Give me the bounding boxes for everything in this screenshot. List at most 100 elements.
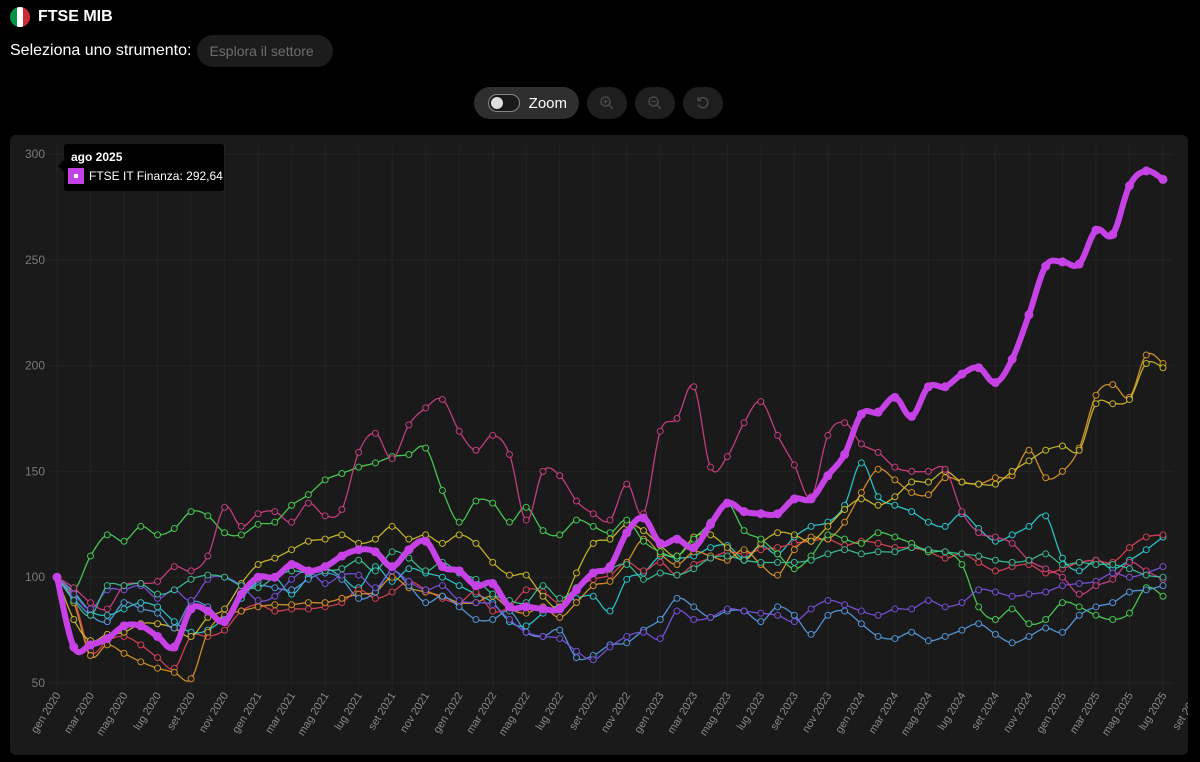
data-point[interactable] (538, 604, 548, 614)
data-point[interactable] (1058, 628, 1066, 636)
data-point[interactable] (388, 588, 396, 596)
data-point[interactable] (908, 544, 916, 552)
data-point[interactable] (991, 556, 999, 564)
data-point[interactable] (271, 508, 279, 516)
data-point[interactable] (103, 611, 111, 619)
data-point[interactable] (740, 556, 748, 564)
data-point[interactable] (87, 599, 95, 607)
data-point[interactable] (857, 539, 865, 547)
data-point[interactable] (707, 613, 715, 621)
data-point[interactable] (589, 539, 597, 547)
data-point[interactable] (790, 565, 798, 573)
data-point[interactable] (1142, 359, 1150, 367)
data-point[interactable] (589, 582, 597, 590)
data-point[interactable] (807, 522, 815, 530)
data-point[interactable] (690, 603, 698, 611)
data-point[interactable] (1008, 558, 1016, 566)
data-point[interactable] (304, 575, 312, 583)
data-point[interactable] (571, 585, 581, 595)
data-point[interactable] (1159, 531, 1167, 539)
data-point[interactable] (623, 561, 631, 569)
data-point[interactable] (170, 525, 178, 533)
data-point[interactable] (605, 562, 615, 572)
data-point[interactable] (556, 472, 564, 480)
data-point[interactable] (1159, 563, 1167, 571)
data-point[interactable] (975, 529, 983, 537)
data-point[interactable] (355, 463, 363, 471)
series-highlighted[interactable] (52, 166, 1168, 656)
data-point[interactable] (70, 584, 78, 592)
data-point[interactable] (707, 544, 715, 552)
data-point[interactable] (672, 534, 682, 544)
data-point[interactable] (287, 560, 297, 570)
data-point[interactable] (623, 516, 631, 524)
data-point[interactable] (70, 590, 78, 598)
data-point[interactable] (824, 531, 832, 539)
data-point[interactable] (221, 503, 229, 511)
data-point[interactable] (1025, 632, 1033, 640)
data-point[interactable] (87, 605, 95, 613)
data-point[interactable] (740, 527, 748, 535)
data-point[interactable] (974, 363, 984, 373)
data-point[interactable] (288, 601, 296, 609)
data-point[interactable] (606, 516, 614, 524)
data-point[interactable] (304, 605, 312, 613)
data-point[interactable] (908, 508, 916, 516)
data-point[interactable] (958, 599, 966, 607)
data-point[interactable] (908, 628, 916, 636)
data-point[interactable] (186, 604, 196, 614)
data-point[interactable] (874, 448, 882, 456)
data-point[interactable] (1025, 590, 1033, 598)
data-point[interactable] (1058, 573, 1066, 581)
data-point[interactable] (1125, 395, 1133, 403)
data-point[interactable] (154, 603, 162, 611)
data-point[interactable] (606, 571, 614, 579)
data-point[interactable] (874, 501, 882, 509)
data-point[interactable] (471, 581, 481, 591)
data-point[interactable] (237, 522, 245, 530)
data-point[interactable] (254, 596, 262, 604)
data-point[interactable] (757, 546, 765, 554)
data-point[interactable] (170, 586, 178, 594)
series-line[interactable] (53, 359, 1167, 645)
data-point[interactable] (119, 621, 129, 631)
data-point[interactable] (690, 565, 698, 573)
data-point[interactable] (388, 522, 396, 530)
data-point[interactable] (790, 558, 798, 566)
data-point[interactable] (874, 539, 882, 547)
data-point[interactable] (1008, 467, 1016, 475)
data-point[interactable] (221, 529, 229, 537)
data-point[interactable] (707, 463, 715, 471)
data-point[interactable] (757, 618, 765, 626)
data-point[interactable] (707, 531, 715, 539)
data-point[interactable] (187, 632, 195, 640)
data-point[interactable] (405, 565, 413, 573)
data-point[interactable] (908, 467, 916, 475)
data-point[interactable] (320, 562, 330, 572)
data-point[interactable] (321, 476, 329, 484)
data-point[interactable] (1008, 639, 1016, 647)
data-point[interactable] (1109, 575, 1117, 583)
data-point[interactable] (774, 603, 782, 611)
data-point[interactable] (220, 617, 230, 627)
data-point[interactable] (120, 605, 128, 613)
data-point[interactable] (303, 566, 313, 576)
data-point[interactable] (891, 605, 899, 613)
data-point[interactable] (841, 601, 849, 609)
data-point[interactable] (1025, 446, 1033, 454)
data-point[interactable] (857, 440, 865, 448)
data-point[interactable] (924, 478, 932, 486)
data-point[interactable] (1058, 442, 1066, 450)
data-point[interactable] (170, 624, 178, 632)
data-point[interactable] (70, 616, 78, 624)
data-point[interactable] (723, 544, 731, 552)
data-point[interactable] (640, 527, 648, 535)
data-point[interactable] (556, 635, 564, 643)
data-point[interactable] (690, 616, 698, 624)
data-point[interactable] (137, 605, 145, 613)
data-point[interactable] (120, 537, 128, 545)
data-point[interactable] (204, 512, 212, 520)
data-point[interactable] (438, 486, 446, 494)
data-point[interactable] (1125, 573, 1133, 581)
data-point[interactable] (673, 571, 681, 579)
